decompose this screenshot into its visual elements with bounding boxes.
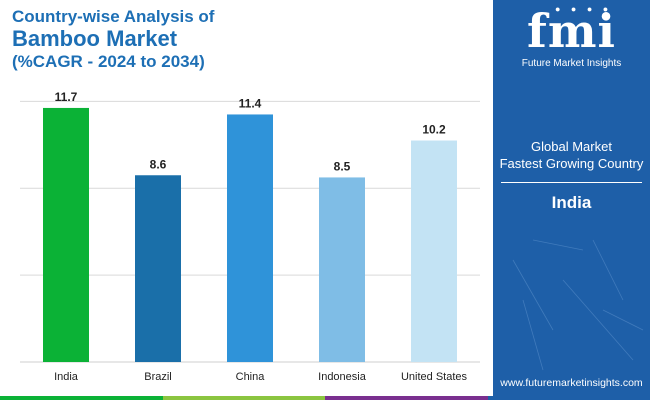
x-tick-label: China	[236, 371, 266, 383]
bottom-bar-segment	[487, 396, 650, 400]
data-label: 11.7	[55, 90, 78, 104]
x-tick-label: United States	[401, 371, 468, 383]
title-line-1: Country-wise Analysis of	[12, 7, 215, 26]
brand-logo: fmi Future Market Insights	[493, 6, 650, 69]
bottom-bar-segment	[162, 396, 325, 400]
brand-mark: fmi	[527, 4, 616, 58]
data-label: 11.4	[239, 96, 262, 110]
bar-china	[227, 114, 273, 362]
decorative-lines	[512, 239, 644, 371]
panel-divider	[501, 182, 642, 183]
website-url: www.futuremarketinsights.com	[500, 377, 643, 389]
title-line-2: Bamboo Market	[12, 26, 178, 51]
data-label: 8.5	[334, 159, 351, 173]
title-line-3: (%CAGR - 2024 to 2034)	[12, 52, 205, 71]
panel-label-line-2: Fastest Growing Country	[499, 156, 644, 171]
bar-chart: 11.7 India 8.6 Brazil 11.4 China 8.5 Indonesia 1…	[20, 90, 480, 383]
panel-label: Global Market Fastest Growing Country	[493, 138, 650, 172]
bar-india	[43, 107, 89, 362]
data-label: 10.2	[422, 123, 446, 137]
fastest-country: India	[551, 193, 592, 212]
brand-name: Future Market Insights	[521, 58, 622, 69]
data-label: 8.6	[150, 157, 167, 171]
bar-indonesia	[319, 177, 365, 362]
x-tick-label: India	[54, 371, 79, 383]
bottom-bar-segment	[0, 396, 163, 400]
chart-title: Country-wise Analysis of Bamboo Market (…	[12, 6, 214, 72]
info-panel: fmi Future Market Insights ● ● ● ● Globa…	[493, 0, 650, 400]
logo-icons: ● ● ● ●	[555, 4, 613, 14]
bar-united-states	[411, 140, 457, 362]
bottom-color-bar	[0, 396, 650, 400]
bar-brazil	[135, 175, 181, 362]
panel-label-line-1: Global Market	[531, 139, 612, 154]
x-tick-label: Indonesia	[318, 371, 367, 383]
x-tick-label: Brazil	[144, 371, 172, 383]
bottom-bar-segment	[325, 396, 488, 400]
